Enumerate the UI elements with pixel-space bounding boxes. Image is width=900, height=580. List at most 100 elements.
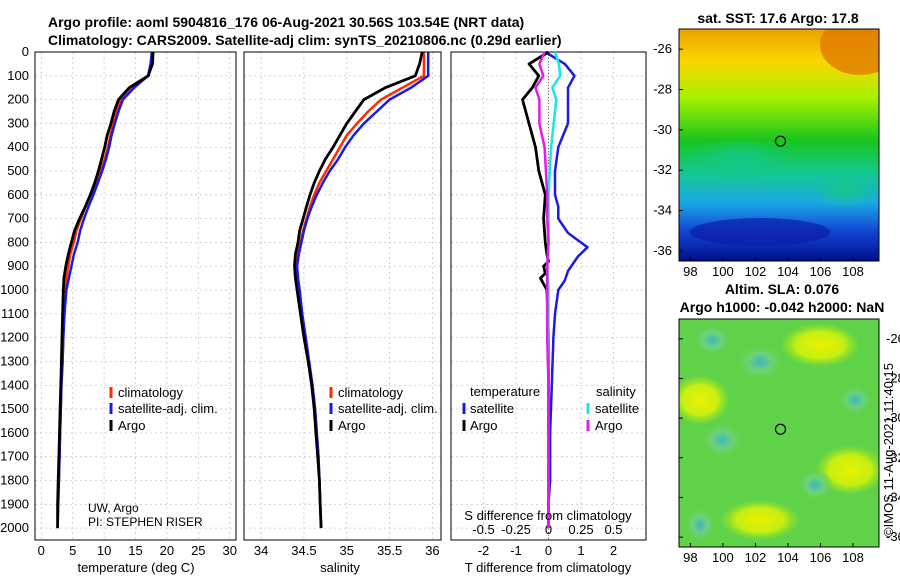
map-xtick-label: 102 — [745, 264, 767, 279]
depth-tick-label: 500 — [7, 163, 29, 178]
legend-s-argo-label: Argo — [595, 418, 622, 433]
plot-frame — [243, 51, 442, 541]
map-ytick-label: -36 — [886, 529, 900, 544]
temperature-panel: 0 5 10 15 20 25 300100200300400500600700800900… — [0, 44, 237, 558]
sla-argo-marker — [774, 423, 787, 435]
legend-satellite-label: satellite-adj. clim. — [118, 401, 218, 416]
difference-legend: temperature salinity satellite Argo sate… — [462, 384, 639, 433]
legend-climatology-label: climatology — [338, 385, 404, 400]
map-ytick-label: -30 — [886, 410, 900, 425]
depth-tick-label: 1000 — [0, 282, 29, 297]
legend-t-argo-label: Argo — [470, 418, 497, 433]
map-xtick-label: 100 — [712, 264, 734, 279]
sst-warm-patch — [820, 29, 879, 75]
sst-map — [679, 29, 879, 261]
depth-tick-label: 0 — [22, 44, 29, 59]
sla-high-patch — [720, 500, 800, 540]
x-tick-label: 35.5 — [377, 543, 402, 558]
sla-low-patch — [837, 384, 873, 416]
sla-map-ticks: -26 -28 -30 -32 -34 -36 98 100 102 104 106 108 — [679, 331, 900, 565]
argo-line — [56, 51, 155, 529]
depth-tick-label: 1600 — [0, 425, 29, 440]
sla-low-patch — [700, 422, 744, 458]
map-xtick-label: 106 — [810, 264, 832, 279]
map-ytick-label: -28 — [886, 370, 900, 385]
depth-tick-label: 800 — [7, 234, 29, 249]
map-xtick-label: 106 — [810, 550, 832, 565]
depth-tick-label: 300 — [7, 115, 29, 130]
sla-low-patch — [684, 507, 716, 543]
map-xtick-label: 104 — [777, 264, 799, 279]
temperature-xlabel: temperature (deg C) — [77, 560, 194, 575]
map-ytick-label: -32 — [653, 162, 672, 177]
map-ytick-label: -26 — [653, 41, 672, 56]
s-tick-label: -0.5 — [472, 522, 494, 537]
x-tick-label: 2 — [610, 543, 617, 558]
map-ytick-label: -34 — [653, 203, 672, 218]
map-xtick-label: 98 — [683, 264, 697, 279]
x-tick-label: 5 — [69, 543, 76, 558]
sla-low-patch — [692, 324, 732, 356]
legend-salinity-title: salinity — [596, 384, 636, 399]
x-tick-label: 0 — [545, 543, 552, 558]
sla-map — [679, 319, 879, 547]
salinity-legend: climatology satellite-adj. clim. Argo — [329, 385, 438, 433]
depth-tick-label: 1200 — [0, 330, 29, 345]
salinity-panel: 34 34.5 35 35.5 36 — [243, 51, 442, 558]
x-tick-label: 34.5 — [291, 543, 316, 558]
depth-tick-label: 100 — [7, 68, 29, 83]
sst-green-patch — [810, 172, 879, 208]
map-ytick-label: -32 — [886, 450, 900, 465]
legend-climatology-label: climatology — [118, 385, 184, 400]
map-xtick-label: 100 — [712, 550, 734, 565]
depth-tick-label: 1400 — [0, 377, 29, 392]
sla-low-patch — [736, 344, 784, 380]
x-tick-label: 20 — [160, 543, 174, 558]
x-tick-label: 34 — [254, 543, 268, 558]
map-xtick-label: 98 — [683, 550, 697, 565]
imos-watermark: ©IMOS 11-Aug-2021 11:40:15 — [881, 363, 896, 537]
map-xtick-label: 108 — [842, 264, 864, 279]
legend-temperature-title: temperature — [470, 384, 540, 399]
depth-tick-label: 1800 — [0, 472, 29, 487]
x-tick-label: 15 — [128, 543, 142, 558]
sla-map-title-2: Argo h1000: -0.042 h2000: NaN — [680, 299, 885, 315]
sst-blue-patch — [690, 218, 830, 246]
map-ytick-label: -28 — [653, 82, 672, 97]
map-xtick-label: 108 — [842, 550, 864, 565]
map-xtick-label: 104 — [777, 550, 799, 565]
salinity-xlabel: salinity — [320, 560, 360, 575]
depth-tick-label: 600 — [7, 187, 29, 202]
depth-tick-label: 1100 — [1, 306, 29, 321]
difference-top-label: S difference from climatology — [464, 508, 632, 523]
sla-map-frame — [678, 318, 880, 548]
x-tick-label: 25 — [191, 543, 205, 558]
sla-map-title-1: Altim. SLA: 0.076 — [725, 281, 840, 297]
x-tick-label: 0 — [38, 543, 45, 558]
x-tick-label: -1 — [510, 543, 522, 558]
legend-argo-label: Argo — [338, 418, 365, 433]
depth-tick-label: 200 — [7, 92, 29, 107]
map-ytick-label: -36 — [653, 243, 672, 258]
depth-tick-label: 1700 — [0, 449, 29, 464]
depth-tick-label: 700 — [7, 211, 29, 226]
map-xtick-label: 102 — [745, 550, 767, 565]
s-tick-label: 0.5 — [604, 522, 622, 537]
legend-argo-label: Argo — [118, 418, 145, 433]
s-tick-label: 0.25 — [568, 522, 593, 537]
depth-tick-label: 400 — [7, 139, 29, 154]
sst-map-title: sat. SST: 17.6 Argo: 17.8 — [697, 10, 859, 26]
temperature-legend: climatology satellite-adj. clim. Argo — [109, 385, 218, 433]
argo-line — [293, 51, 424, 529]
x-tick-label: 36 — [425, 543, 439, 558]
legend-s-satellite-label: satellite — [595, 401, 639, 416]
depth-tick-label: 900 — [7, 258, 29, 273]
legend-satellite-label: satellite-adj. clim. — [338, 401, 438, 416]
sla-high-patch — [780, 323, 860, 367]
depth-tick-label: 2000 — [0, 520, 29, 535]
sla-high-patch — [679, 375, 730, 425]
x-tick-label: 30 — [222, 543, 236, 558]
sla-low-patch — [797, 469, 833, 501]
difference-panel: -2 -1 0 1 2-0.5 -0.25 0 0.25 0.5 — [450, 50, 647, 558]
